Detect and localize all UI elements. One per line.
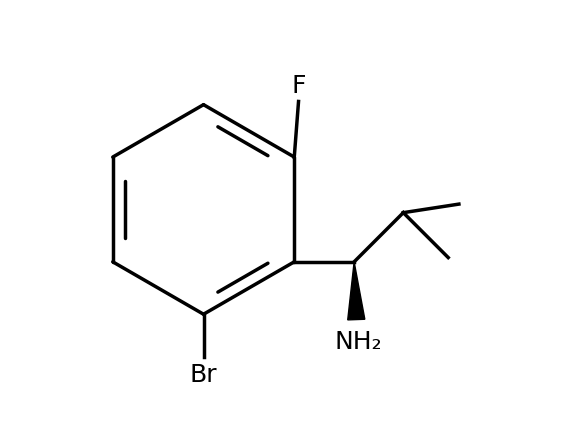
Text: F: F bbox=[291, 75, 306, 99]
Text: Br: Br bbox=[190, 363, 217, 387]
Text: NH₂: NH₂ bbox=[334, 330, 382, 354]
Polygon shape bbox=[348, 262, 365, 320]
